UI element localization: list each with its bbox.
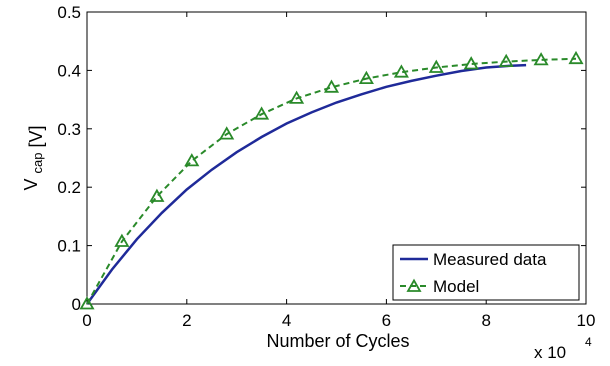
x-tick-label: 2 bbox=[182, 311, 191, 330]
model-point-marker bbox=[358, 70, 374, 84]
model-point-marker bbox=[149, 188, 165, 202]
legend-label-model: Model bbox=[433, 277, 479, 296]
legend: Measured data Model bbox=[392, 244, 580, 301]
x-tick-label: 0 bbox=[82, 311, 91, 330]
model-point-marker bbox=[184, 153, 200, 167]
legend-label-measured: Measured data bbox=[433, 250, 547, 269]
model-point-marker bbox=[219, 126, 235, 140]
model-point-marker bbox=[428, 59, 444, 73]
legend-marker-model bbox=[406, 278, 422, 292]
model-point-marker bbox=[533, 52, 549, 66]
x-multiplier-exponent: 4 bbox=[585, 335, 592, 349]
x-multiplier: x 10 4 bbox=[534, 335, 592, 362]
y-tick-label: 0.5 bbox=[57, 3, 81, 22]
series-line-measured bbox=[85, 63, 527, 305]
model-point-marker bbox=[498, 53, 514, 67]
x-axis-label: Number of Cycles bbox=[266, 331, 409, 351]
model-point-marker bbox=[79, 296, 95, 310]
x-tick-label: 8 bbox=[481, 311, 490, 330]
model-point-marker bbox=[114, 233, 130, 247]
x-multiplier-base: x 10 bbox=[534, 343, 566, 362]
y-tick-label: 0.3 bbox=[57, 120, 81, 139]
y-axis-label: V cap [V] bbox=[21, 125, 46, 190]
model-point-marker bbox=[393, 64, 409, 78]
y-axis-label-sub: cap bbox=[30, 153, 45, 174]
x-tick-label: 4 bbox=[282, 311, 291, 330]
legend-box bbox=[392, 244, 580, 301]
y-axis-label-main: V bbox=[21, 179, 41, 191]
model-point-marker bbox=[463, 56, 479, 70]
y-tick-label: 0.4 bbox=[57, 61, 81, 80]
y-tick-label: 0.1 bbox=[57, 237, 81, 256]
axis-ticks: 0 2 4 6 8 10 0 0.1 0.2 0.3 0.4 0.5 bbox=[57, 3, 595, 330]
x-tick-label: 10 bbox=[577, 311, 596, 330]
model-point-marker bbox=[289, 90, 305, 104]
series-layer bbox=[79, 50, 584, 310]
model-point-marker bbox=[254, 106, 270, 120]
model-point-marker bbox=[568, 50, 584, 65]
y-tick-label: 0.2 bbox=[57, 178, 81, 197]
y-tick-label: 0 bbox=[72, 295, 81, 314]
series-line-model bbox=[86, 57, 577, 305]
x-tick-label: 6 bbox=[382, 311, 391, 330]
y-axis-label-unit: [V] bbox=[26, 125, 46, 147]
model-point-marker bbox=[323, 79, 340, 93]
